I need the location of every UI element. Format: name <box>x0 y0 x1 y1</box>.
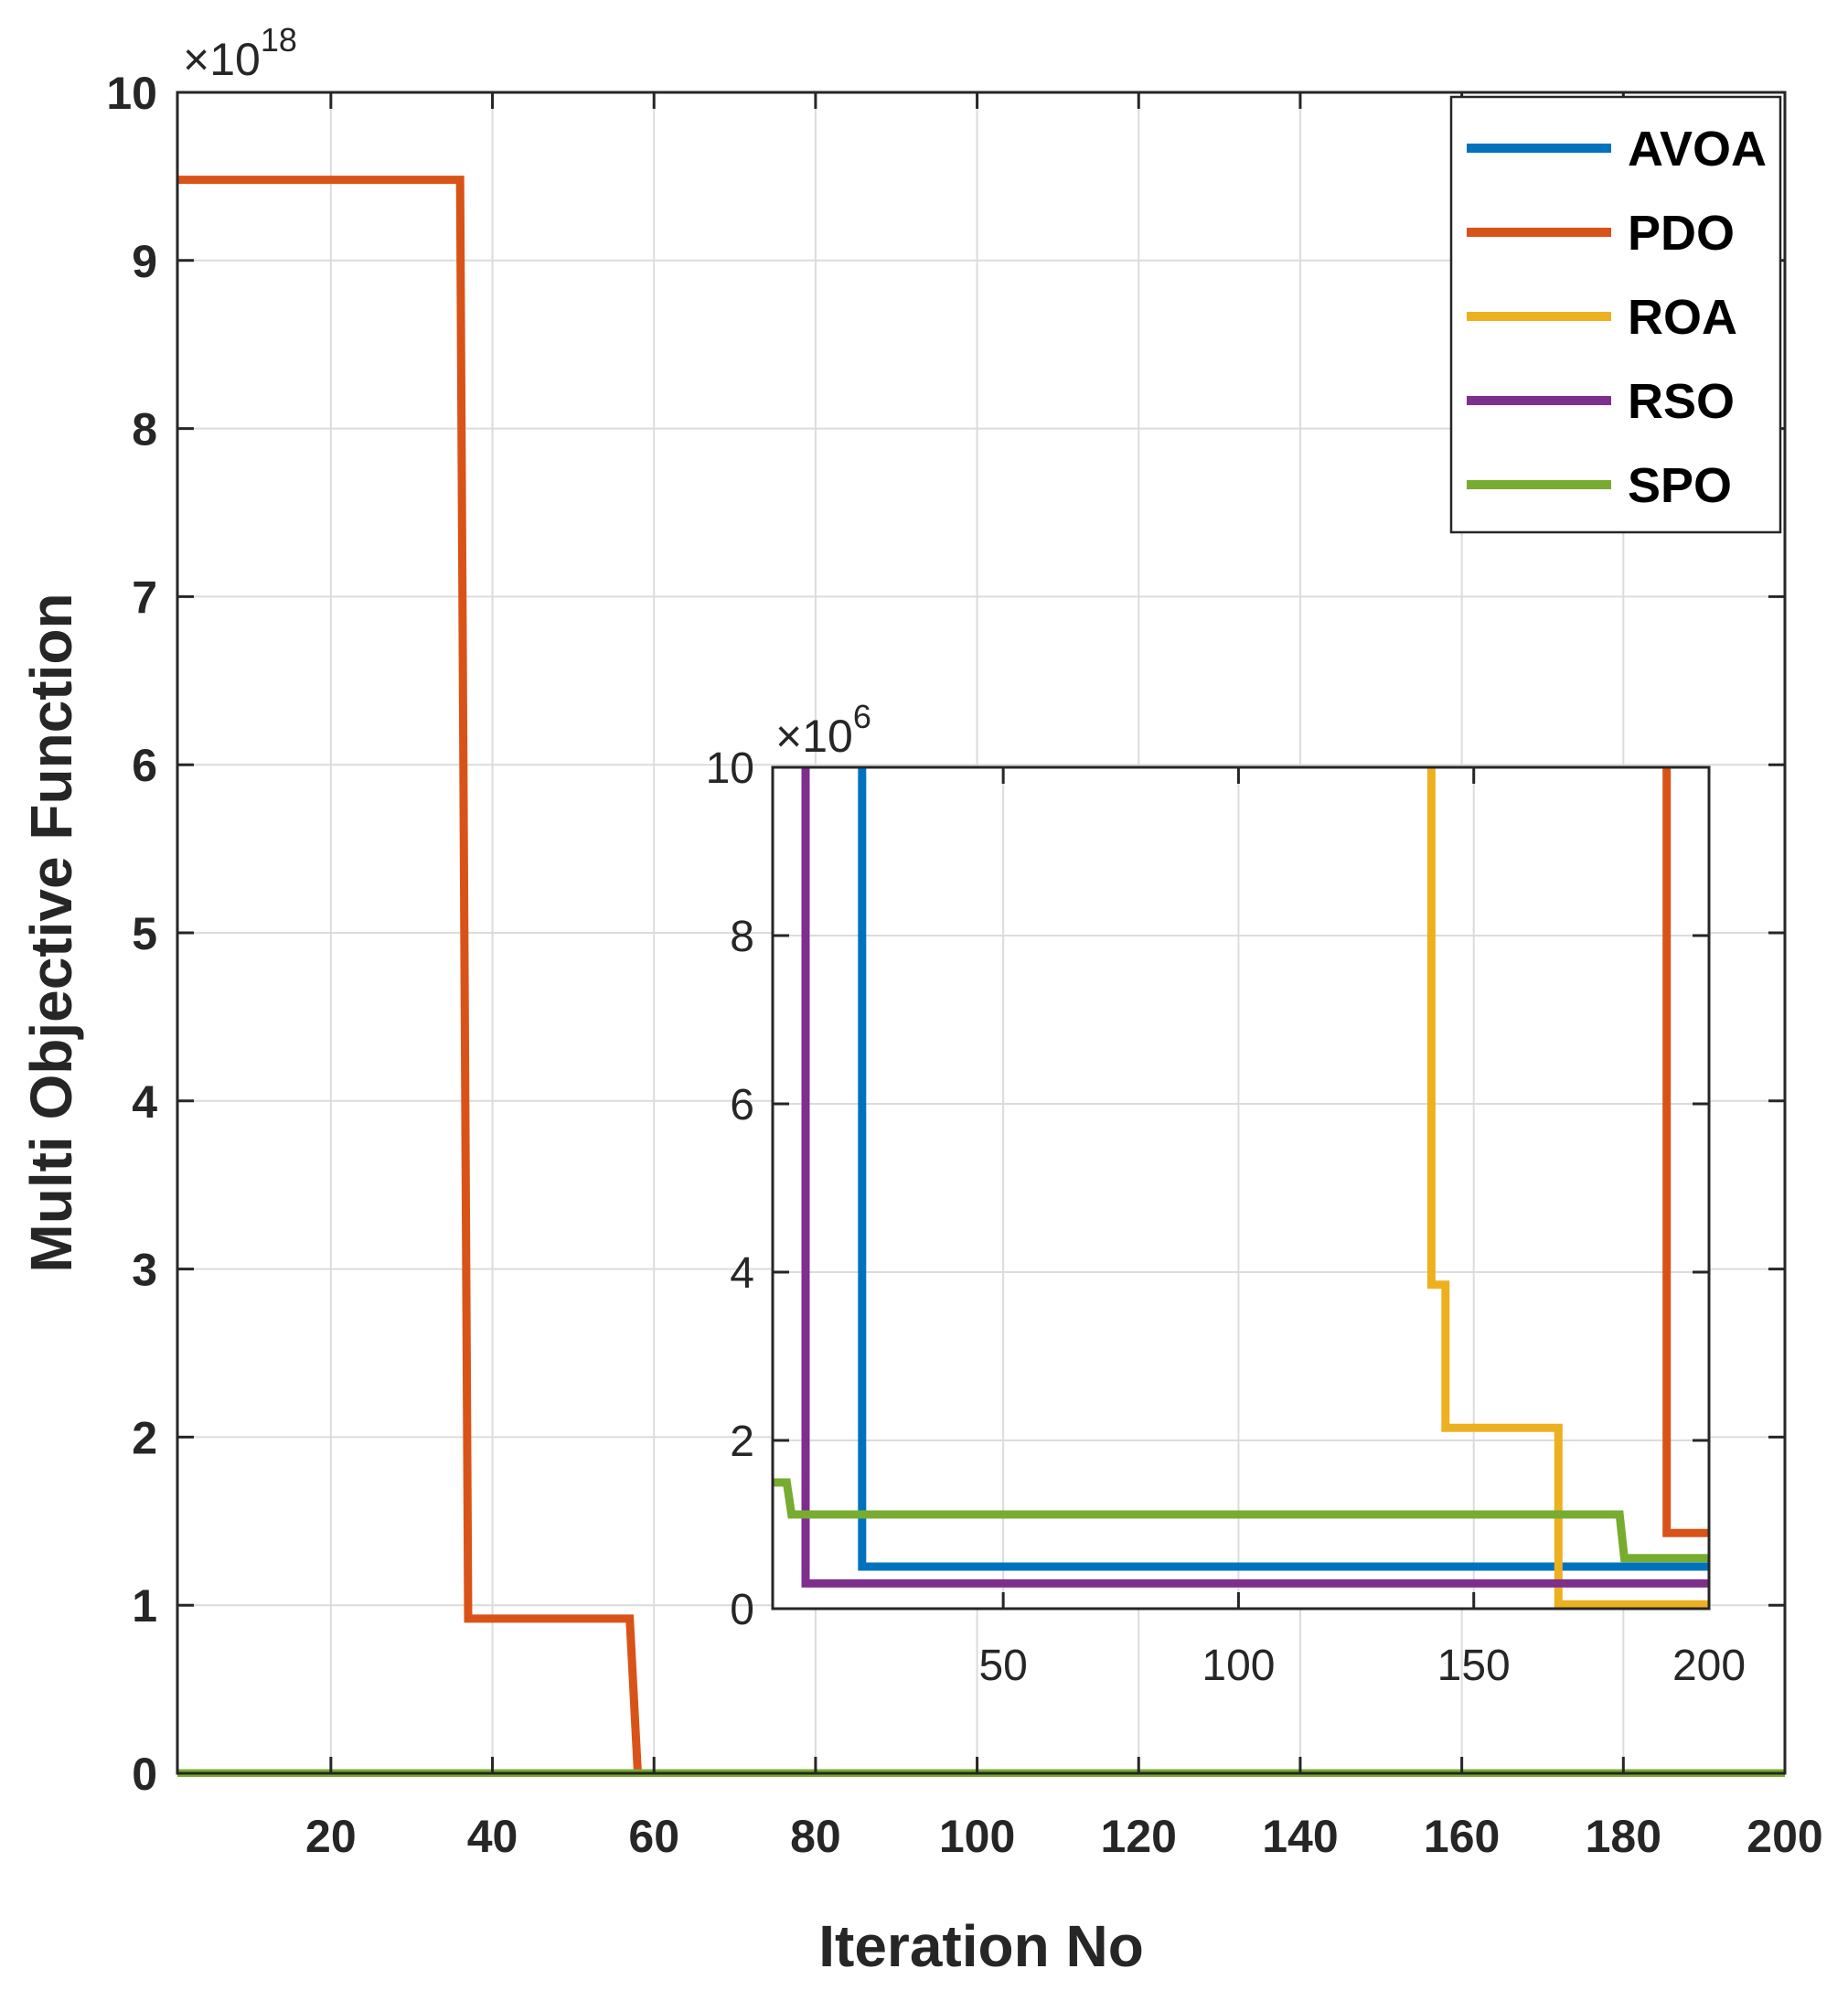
main-x-tick-label: 160 <box>1424 1811 1500 1862</box>
inset-series-rso <box>801 767 1709 1588</box>
main-y-tick-label: 1 <box>132 1580 157 1632</box>
main-y-tick-label: 5 <box>132 908 157 959</box>
main-x-tick-label: 80 <box>790 1811 841 1862</box>
inset-y-exponent: ×106 <box>775 698 871 762</box>
inset-y-tick-label: 8 <box>730 913 754 961</box>
legend: AVOA PDO ROA RSO SPO <box>1449 95 1782 534</box>
inset-ticks <box>773 765 1711 1610</box>
inset-series <box>773 767 1709 1609</box>
main-x-tick-label: 20 <box>305 1811 357 1862</box>
inset-y-tick-label: 10 <box>706 744 754 793</box>
inset-y-tick-label: 4 <box>730 1249 754 1298</box>
main-y-tick-label: 7 <box>132 572 157 623</box>
legend-label-pdo: PDO <box>1628 206 1735 261</box>
inset-x-tick-label: 50 <box>978 1642 1027 1690</box>
inset-x-tick-label: 100 <box>1202 1642 1275 1690</box>
y-axis-label: Multi Objective Function <box>18 593 84 1272</box>
inset-series-avoa <box>858 767 1709 1571</box>
main-y-tick-label: 6 <box>132 740 157 791</box>
inset-x-tick-label: 150 <box>1437 1642 1511 1690</box>
main-x-tick-label: 200 <box>1747 1811 1822 1862</box>
main-y-tick-label: 2 <box>132 1412 157 1463</box>
inset-x-tick-label: 200 <box>1672 1642 1746 1690</box>
inset-series-roa <box>1426 767 1709 1609</box>
legend-label-spo: SPO <box>1628 458 1732 513</box>
main-y-tick-label: 4 <box>132 1076 157 1128</box>
main-x-tick-label: 120 <box>1101 1811 1177 1862</box>
main-y-tick-label: 9 <box>132 236 157 287</box>
main-y-tick-label: 0 <box>132 1749 157 1800</box>
main-y-tick-label: 10 <box>106 68 157 119</box>
main-x-tick-label: 60 <box>628 1811 679 1862</box>
main-x-tick-label: 140 <box>1262 1811 1338 1862</box>
inset-series-pdo <box>1662 767 1709 1537</box>
x-axis-label: Iteration No <box>818 1913 1144 1979</box>
inset-axes-box <box>771 765 1711 1610</box>
main-x-tick-label: 40 <box>467 1811 518 1862</box>
inset-y-tick-label: 0 <box>730 1586 754 1634</box>
main-x-tick-label: 180 <box>1586 1811 1661 1862</box>
main-y-tick-label: 3 <box>132 1245 157 1296</box>
inset-series-spo <box>773 1478 1709 1563</box>
legend-label-avoa: AVOA <box>1628 122 1767 177</box>
main-x-tick-label: 100 <box>939 1811 1015 1862</box>
inset-y-tick-label: 6 <box>730 1081 754 1129</box>
main-y-exponent: ×1018 <box>183 21 297 85</box>
main-y-tick-label: 8 <box>132 404 157 455</box>
inset-plot-area <box>773 767 1709 1609</box>
legend-label-roa: ROA <box>1628 290 1737 345</box>
inset-tick-labels: 50 100 150 200 0 2 4 6 8 10 <box>706 744 1746 1690</box>
legend-label-rso: RSO <box>1628 374 1735 429</box>
inset-y-tick-label: 2 <box>730 1418 754 1466</box>
